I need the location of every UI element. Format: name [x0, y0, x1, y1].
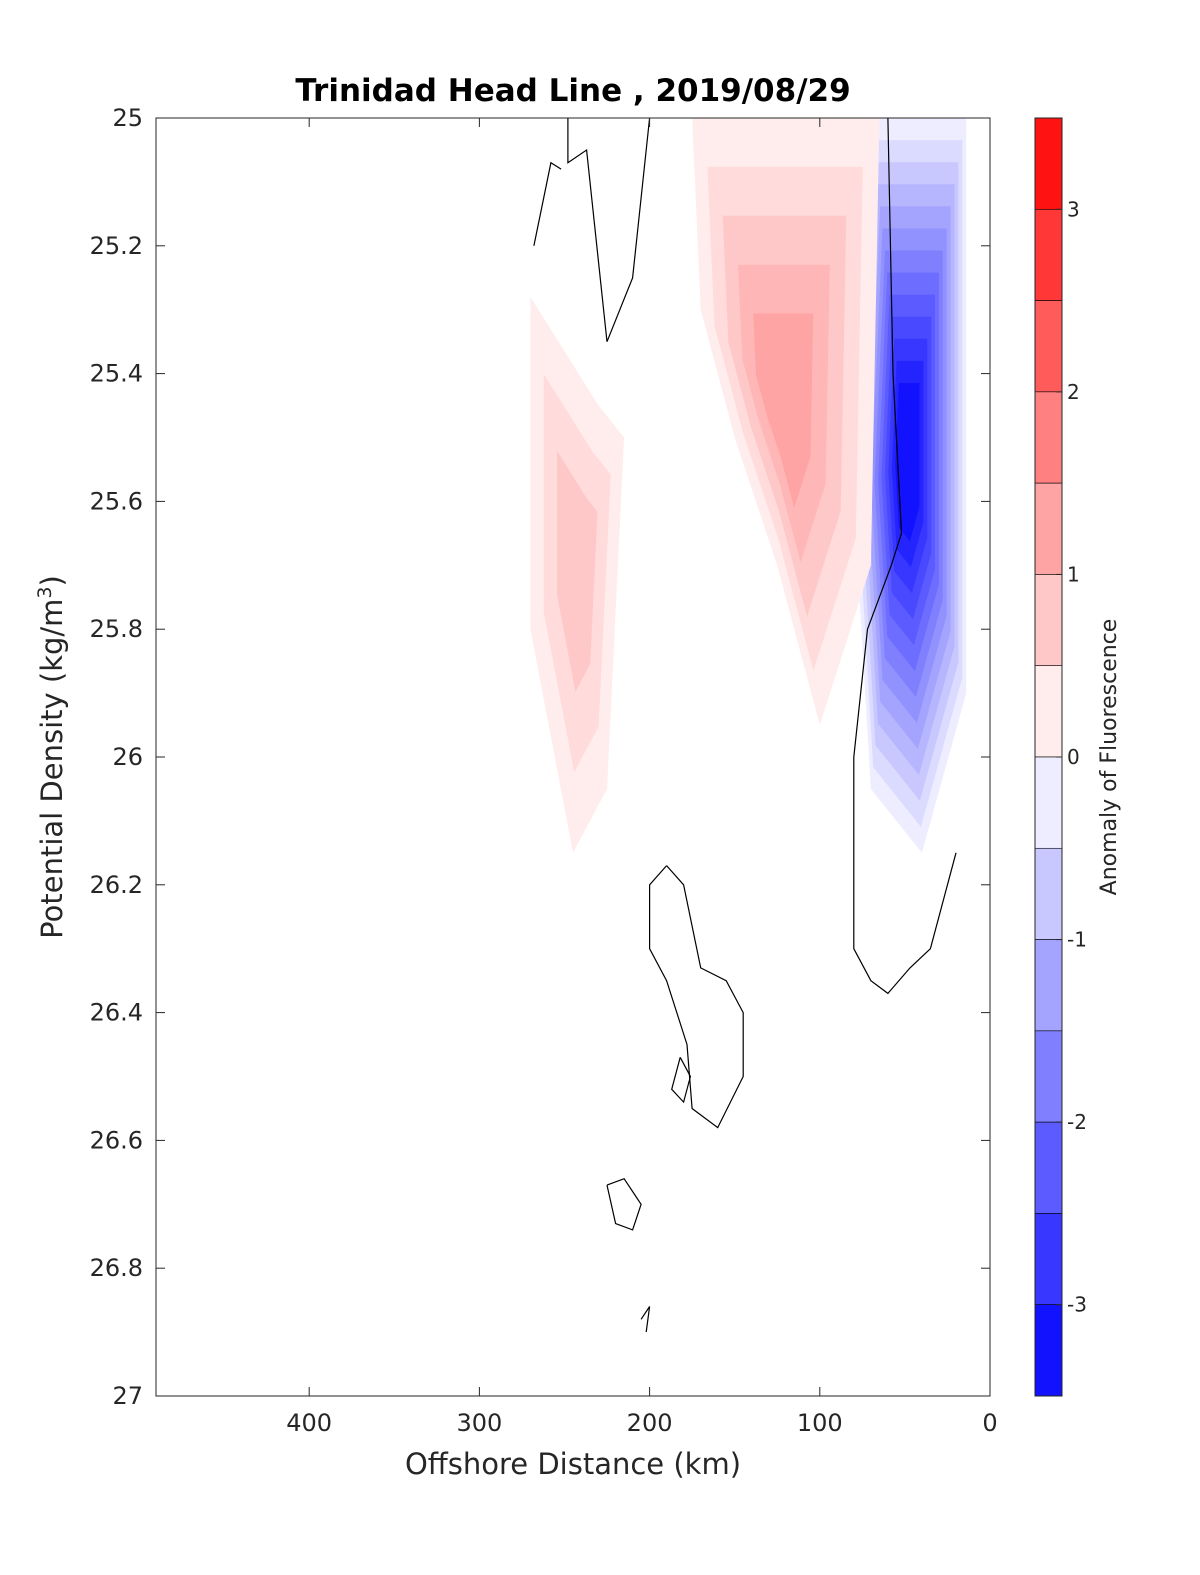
- x-tick-label: 100: [797, 1409, 843, 1437]
- colorbar-band: [1034, 1304, 1063, 1397]
- x-tick-label: 0: [982, 1409, 997, 1437]
- colorbar-band: [1034, 847, 1063, 940]
- zero-contour-line: [649, 865, 744, 1129]
- y-axis-label-superscript: 3: [34, 586, 56, 598]
- x-tick-label: 400: [286, 1409, 332, 1437]
- colorbar-band: [1034, 1121, 1063, 1214]
- x-tick-label: 200: [627, 1409, 673, 1437]
- y-tick-label: 26.2: [90, 871, 143, 899]
- colorbar-bands: [1034, 117, 1063, 1397]
- y-tick-label: 26: [112, 743, 143, 771]
- y-axis-label-main: Potential Density (kg/m: [35, 599, 69, 939]
- colorbar-tick-label: -1: [1067, 928, 1087, 952]
- y-tick-label: 25.2: [90, 232, 143, 260]
- colorbar-band: [1034, 1213, 1063, 1306]
- zero-contour-line: [606, 1177, 642, 1231]
- zero-contour-line: [640, 1306, 651, 1333]
- y-tick-label: 27: [112, 1382, 143, 1410]
- colorbar-band: [1034, 391, 1063, 484]
- zero-contour-line: [853, 117, 957, 995]
- y-tick-label: 25.4: [90, 360, 143, 388]
- colorbar-tick-label: 1: [1067, 562, 1080, 586]
- y-axis-label: Potential Density (kg/m3): [34, 575, 69, 939]
- anomaly-regions: [530, 118, 967, 853]
- colorbar-tick-label: 3: [1067, 197, 1080, 221]
- colorbar-tick-label: -2: [1067, 1110, 1087, 1134]
- colorbar: 3 2 1 0 -1 -2 -3 Anomaly of Fluorescence: [1034, 117, 1122, 1397]
- colorbar-tick-label: 0: [1067, 745, 1080, 769]
- colorbar-band: [1034, 574, 1063, 667]
- plot-area: 400 300 200 100 0 25 25.2 25.4 25.6 25.8 26 26.2 26…: [90, 104, 998, 1437]
- zero-contour-line: [671, 1057, 692, 1104]
- colorbar-band: [1034, 1030, 1063, 1123]
- colorbar-tick-label: -3: [1067, 1293, 1087, 1317]
- inshore-negative-anomaly: [853, 118, 967, 853]
- y-axis-label-close: ): [35, 575, 69, 586]
- colorbar-ticks: 3 2 1 0 -1 -2 -3: [1056, 197, 1087, 1317]
- x-axis-label: Offshore Distance (km): [405, 1447, 741, 1481]
- colorbar-tick-label: 2: [1067, 380, 1080, 404]
- y-tick-label: 26.6: [90, 1126, 143, 1154]
- y-tick-label: 26.8: [90, 1254, 143, 1282]
- chart-title: Trinidad Head Line , 2019/08/29: [295, 73, 850, 109]
- central-positive-anomaly: [692, 118, 880, 725]
- y-tick-label: 25.6: [90, 487, 143, 515]
- colorbar-band: [1034, 482, 1063, 575]
- zero-contour-line: [567, 117, 651, 342]
- x-tick-label: 300: [456, 1409, 502, 1437]
- colorbar-band: [1034, 300, 1063, 393]
- y-axis-ticks: 25 25.2 25.4 25.6 25.8 26 26.2 26.4 26.6 26.8 27: [90, 104, 990, 1410]
- zero-contour-line: [533, 161, 562, 246]
- y-tick-label: 25: [112, 104, 143, 132]
- colorbar-band: [1034, 208, 1063, 301]
- zero-contours: [533, 117, 957, 1333]
- offshore-positive-anomaly-band: [557, 450, 598, 692]
- inshore-negative-anomaly-band: [895, 383, 920, 542]
- y-tick-label: 25.8: [90, 615, 143, 643]
- offshore-positive-anomaly: [530, 296, 625, 853]
- colorbar-band: [1034, 665, 1063, 758]
- colorbar-band: [1034, 117, 1063, 210]
- x-axis-ticks: 400 300 200 100 0: [286, 118, 998, 1437]
- colorbar-band: [1034, 939, 1063, 1032]
- central-positive-anomaly-band: [753, 313, 814, 508]
- y-tick-label: 26.4: [90, 999, 143, 1027]
- colorbar-label: Anomaly of Fluorescence: [1097, 619, 1122, 896]
- colorbar-band: [1034, 756, 1063, 849]
